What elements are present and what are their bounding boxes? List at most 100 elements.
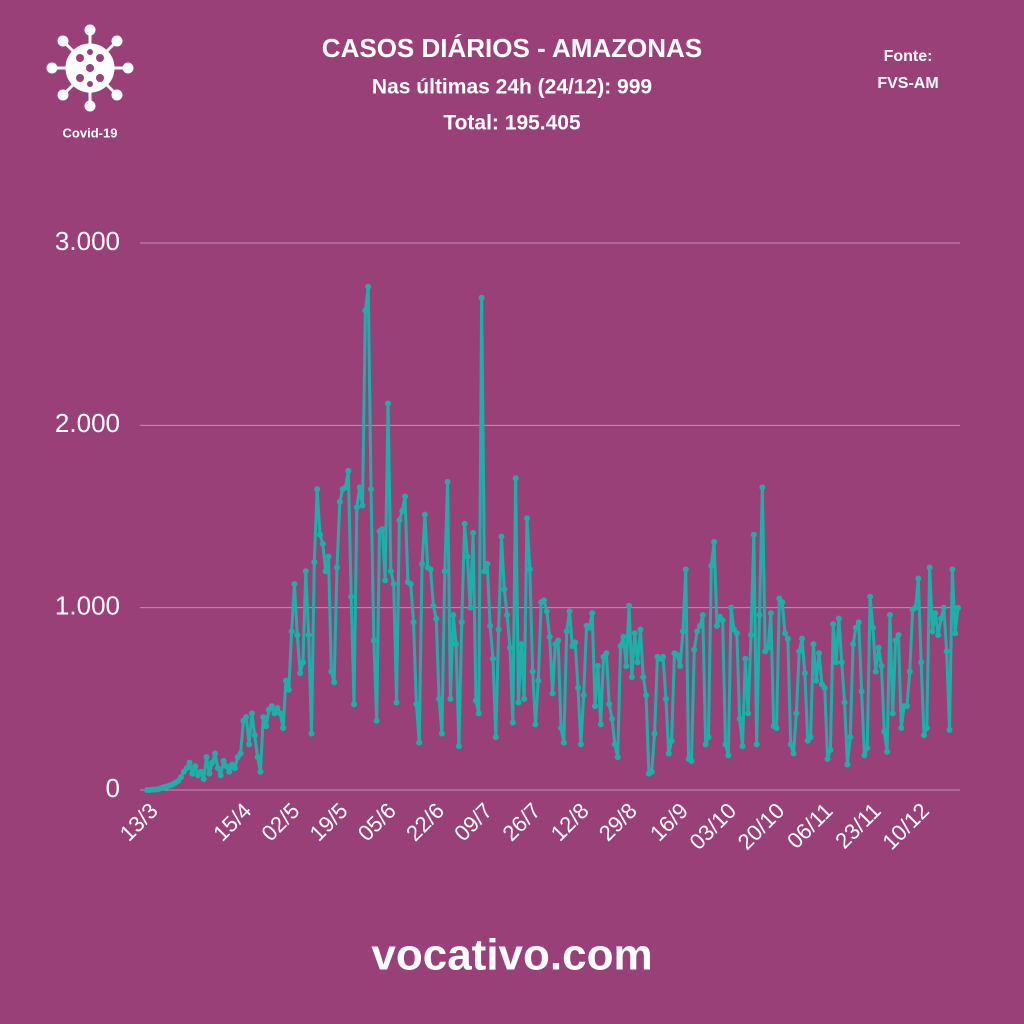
- data-point: [903, 703, 910, 710]
- data-point: [399, 508, 406, 515]
- data-point: [178, 774, 185, 781]
- data-point: [365, 283, 372, 290]
- data-point: [765, 644, 772, 651]
- data-point: [322, 568, 329, 575]
- data-point: [348, 593, 355, 600]
- data-point: [713, 622, 720, 629]
- data-point: [540, 597, 547, 604]
- data-point: [784, 635, 791, 642]
- data-point: [512, 475, 519, 482]
- data-point: [920, 732, 927, 739]
- data-point: [946, 726, 953, 733]
- data-point: [886, 611, 893, 618]
- data-point: [773, 725, 780, 732]
- data-point: [867, 593, 874, 600]
- data-point: [302, 568, 309, 575]
- data-point: [935, 632, 942, 639]
- data-point: [447, 695, 454, 702]
- data-point: [268, 703, 275, 710]
- data-point: [614, 754, 621, 761]
- data-point: [209, 759, 216, 766]
- data-point: [311, 559, 318, 566]
- data-point: [827, 746, 834, 753]
- data-point: [351, 701, 358, 708]
- data-point: [305, 632, 312, 639]
- data-point: [515, 699, 522, 706]
- data-point: [745, 710, 752, 717]
- y-tick-label: 0: [106, 773, 120, 803]
- data-point: [487, 622, 494, 629]
- data-point: [359, 502, 366, 509]
- data-point: [444, 478, 451, 485]
- x-tick-label: 22/6: [401, 798, 449, 846]
- data-point: [889, 710, 896, 717]
- data-point: [864, 745, 871, 752]
- data-point: [370, 637, 377, 644]
- data-point: [640, 673, 647, 680]
- data-point: [807, 734, 814, 741]
- data-point: [251, 732, 258, 739]
- data-point: [489, 655, 496, 662]
- data-point: [319, 540, 326, 547]
- data-point: [691, 646, 698, 653]
- data-point: [450, 611, 457, 618]
- data-point: [492, 734, 499, 741]
- data-point: [206, 770, 213, 777]
- data-point: [711, 539, 718, 546]
- x-tick-label: 12/8: [546, 798, 594, 846]
- data-point: [662, 695, 669, 702]
- data-point: [847, 734, 854, 741]
- data-point: [455, 743, 462, 750]
- data-point: [243, 714, 250, 721]
- data-line: [147, 285, 960, 792]
- data-point: [523, 515, 530, 522]
- data-point: [747, 632, 754, 639]
- data-point: [918, 659, 925, 666]
- source: FVS-AM: [877, 75, 938, 92]
- data-point: [628, 673, 635, 680]
- data-point: [288, 628, 295, 635]
- data-point: [475, 710, 482, 717]
- data-point: [186, 759, 193, 766]
- data-point: [237, 750, 244, 757]
- data-point: [609, 715, 616, 722]
- data-point: [217, 772, 224, 779]
- data-point: [407, 580, 414, 587]
- data-point: [353, 504, 360, 511]
- data-point: [254, 754, 261, 761]
- data-point: [529, 668, 536, 675]
- data-point: [197, 768, 204, 775]
- data-point: [291, 580, 298, 587]
- x-tick-label: 29/8: [594, 798, 642, 846]
- data-point: [263, 723, 270, 730]
- data-point: [220, 757, 227, 764]
- data-point: [631, 630, 638, 637]
- data-point: [767, 610, 774, 617]
- data-point: [504, 611, 511, 618]
- data-point: [623, 663, 630, 670]
- data-point: [387, 568, 394, 575]
- data-point: [674, 652, 681, 659]
- data-point: [799, 635, 806, 642]
- data-point: [892, 637, 899, 644]
- data-point: [572, 639, 579, 646]
- source: Fonte:: [884, 48, 933, 65]
- data-point: [705, 734, 712, 741]
- data-point: [869, 624, 876, 631]
- data-point: [314, 486, 321, 493]
- x-tick-label: 20/10: [733, 798, 790, 855]
- data-point: [875, 644, 882, 651]
- data-point: [929, 628, 936, 635]
- logo-label: Covid-19: [63, 125, 118, 140]
- data-point: [563, 628, 570, 635]
- data-point: [855, 619, 862, 626]
- data-point: [926, 564, 933, 571]
- data-point: [248, 710, 255, 717]
- data-point: [560, 739, 567, 746]
- x-tick-label: 23/11: [830, 798, 885, 853]
- data-point: [382, 577, 389, 584]
- data-point: [413, 701, 420, 708]
- y-tick-label: 3.000: [55, 226, 120, 256]
- data-point: [861, 752, 868, 759]
